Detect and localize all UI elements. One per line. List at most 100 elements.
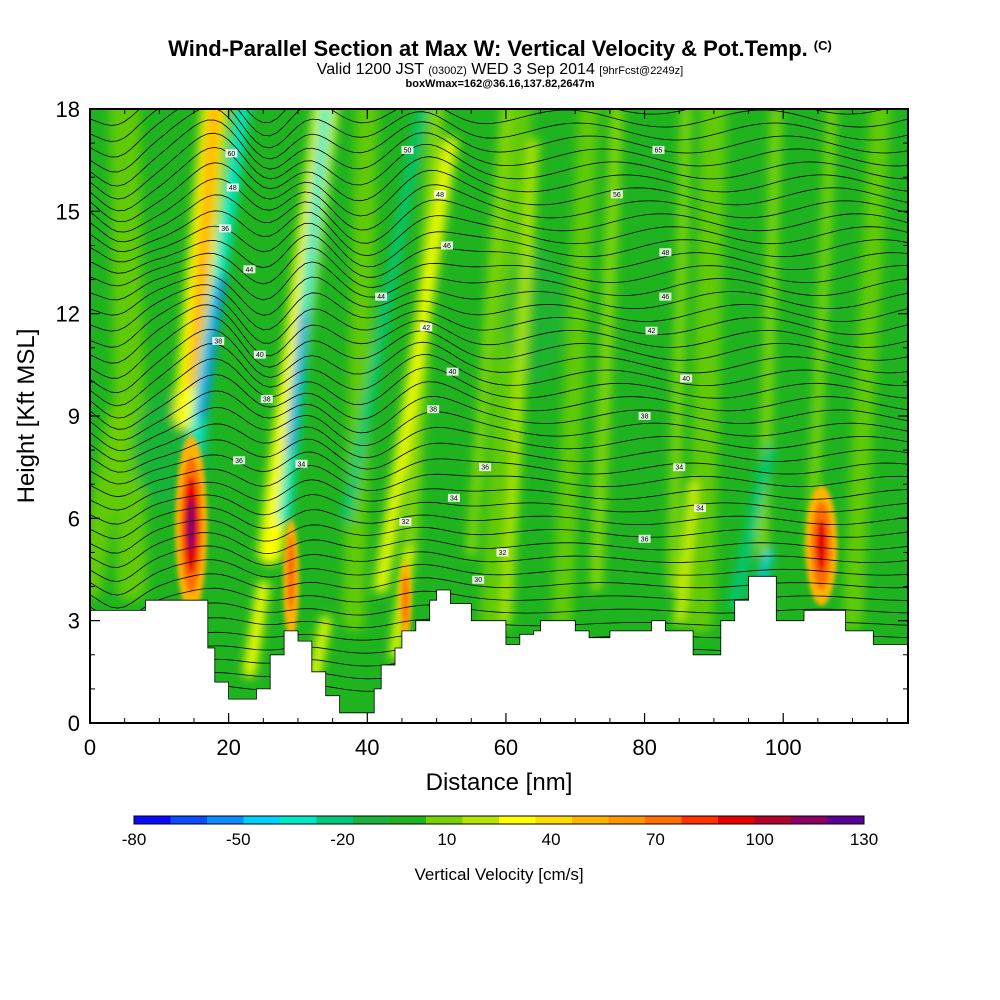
svg-text:40: 40: [256, 352, 264, 359]
svg-text:38: 38: [214, 338, 222, 345]
svg-text:50: 50: [404, 147, 412, 154]
contour-label: 44: [375, 292, 388, 301]
colorbar-tick-label: 40: [542, 830, 561, 849]
colorbar-swatch: [280, 816, 317, 824]
svg-text:48: 48: [661, 250, 669, 257]
svg-text:48: 48: [436, 192, 444, 199]
colorbar-swatch: [499, 816, 536, 824]
isentrope-line: [90, 519, 908, 554]
chart-box-info: boxWmax=162@36.16,137.82,2647m: [405, 78, 595, 90]
field-streak: [374, 136, 458, 594]
isentrope-line: [90, 315, 908, 379]
isentrope-line: [90, 261, 908, 301]
colorbar-swatch: [207, 816, 244, 824]
colorbar: -80 -50 -20 10 40 70 100 130 Vertical Velocity […: [122, 815, 878, 884]
svg-text:42: 42: [648, 328, 656, 335]
svg-text:34: 34: [298, 461, 306, 468]
svg-text:32: 32: [402, 519, 410, 526]
field-streak: [186, 109, 222, 389]
contour-label: 50: [401, 145, 414, 154]
updraft-core: [816, 519, 827, 572]
field-streak: [466, 109, 511, 558]
colorbar-swatch: [426, 816, 463, 824]
contour-labels: 60 50 65 48 48 56 36 46 48 44 44 46 42 42 38 40 40 40 38 38…: [212, 145, 707, 584]
isentrope-line: [90, 532, 908, 568]
svg-text:36: 36: [641, 536, 649, 543]
colorbar-swatch: [718, 816, 755, 824]
isentrope-line: [90, 358, 908, 419]
contour-label: 42: [645, 326, 658, 335]
terrain-outline: [89, 575, 909, 724]
isentrope-line: [90, 343, 908, 407]
field-streak: [551, 109, 600, 631]
field-streak: [806, 109, 837, 557]
contour-label: 32: [496, 548, 509, 557]
contour-label: 34: [673, 463, 686, 472]
isentrope-line: [90, 304, 908, 364]
chart-subtitle: Valid 1200 JST (0300Z) WED 3 Sep 2014 [9…: [316, 61, 684, 78]
svg-text:36: 36: [221, 226, 229, 233]
contour-label: 56: [610, 190, 623, 199]
contour-label: 34: [447, 493, 460, 502]
colorbar-swatch: [353, 816, 390, 824]
field-streak: [109, 109, 147, 602]
svg-text:38: 38: [429, 407, 437, 414]
contour-label: 36: [219, 224, 232, 233]
isentrope-line: [90, 494, 908, 525]
colorbar-tick-label: -50: [226, 830, 251, 849]
y-tick-label: 0: [68, 711, 80, 736]
svg-text:38: 38: [263, 396, 271, 403]
isentrope-line: [90, 109, 908, 173]
contour-label: 34: [694, 504, 707, 513]
isentrope-line: [90, 545, 908, 582]
contour-label: 40: [253, 350, 266, 359]
contour-label: 38: [427, 405, 440, 414]
svg-text:40: 40: [449, 369, 457, 376]
isentrope-line: [90, 162, 908, 223]
contour-label: 36: [638, 534, 651, 543]
colorbar-swatch: [681, 816, 719, 824]
colorbar-swatch: [608, 816, 646, 824]
isentrope-line: [90, 390, 908, 441]
contour-label: 40: [680, 374, 693, 383]
isentrope-line: [90, 119, 908, 187]
isentrope-line: [90, 210, 908, 257]
isentrope-line: [90, 234, 908, 278]
field-streak: [728, 444, 776, 610]
isentrope-line: [90, 109, 908, 158]
contour-label: 30: [472, 575, 485, 584]
isentrope-line: [90, 294, 908, 348]
svg-text:46: 46: [443, 243, 451, 250]
contour-label: 36: [479, 463, 492, 472]
colorbar-swatch: [645, 816, 682, 824]
colorbar-swatch: [316, 816, 354, 824]
y-axis-label: Height [Kft MSL]: [13, 329, 40, 504]
field-streak: [90, 404, 130, 599]
x-tick-label: 60: [494, 735, 518, 760]
svg-text:36: 36: [481, 465, 489, 472]
colorbar-swatch: [572, 816, 609, 824]
contour-label: 60: [225, 149, 238, 158]
isentrope-line: [90, 438, 908, 473]
y-tick-label: 6: [68, 506, 80, 531]
y-tick-label: 3: [68, 609, 80, 634]
svg-text:34: 34: [450, 495, 458, 502]
isentrope-line: [90, 407, 908, 451]
colorbar-swatch: [754, 816, 792, 824]
svg-text:34: 34: [696, 506, 704, 513]
contour-label: 38: [212, 336, 225, 345]
colorbar-swatch: [827, 816, 865, 824]
svg-text:34: 34: [675, 465, 683, 472]
isentrope-line: [90, 423, 908, 462]
svg-text:44: 44: [377, 294, 385, 301]
svg-text:60: 60: [228, 151, 236, 158]
isentrope-line: [90, 274, 908, 316]
svg-text:65: 65: [655, 147, 663, 154]
isentrope-line: [90, 328, 908, 394]
colorbar-swatch: [170, 816, 208, 824]
terrain-area: [90, 576, 908, 723]
field-streak: [674, 479, 699, 626]
svg-text:44: 44: [246, 267, 254, 274]
contour-label: 48: [659, 248, 672, 257]
